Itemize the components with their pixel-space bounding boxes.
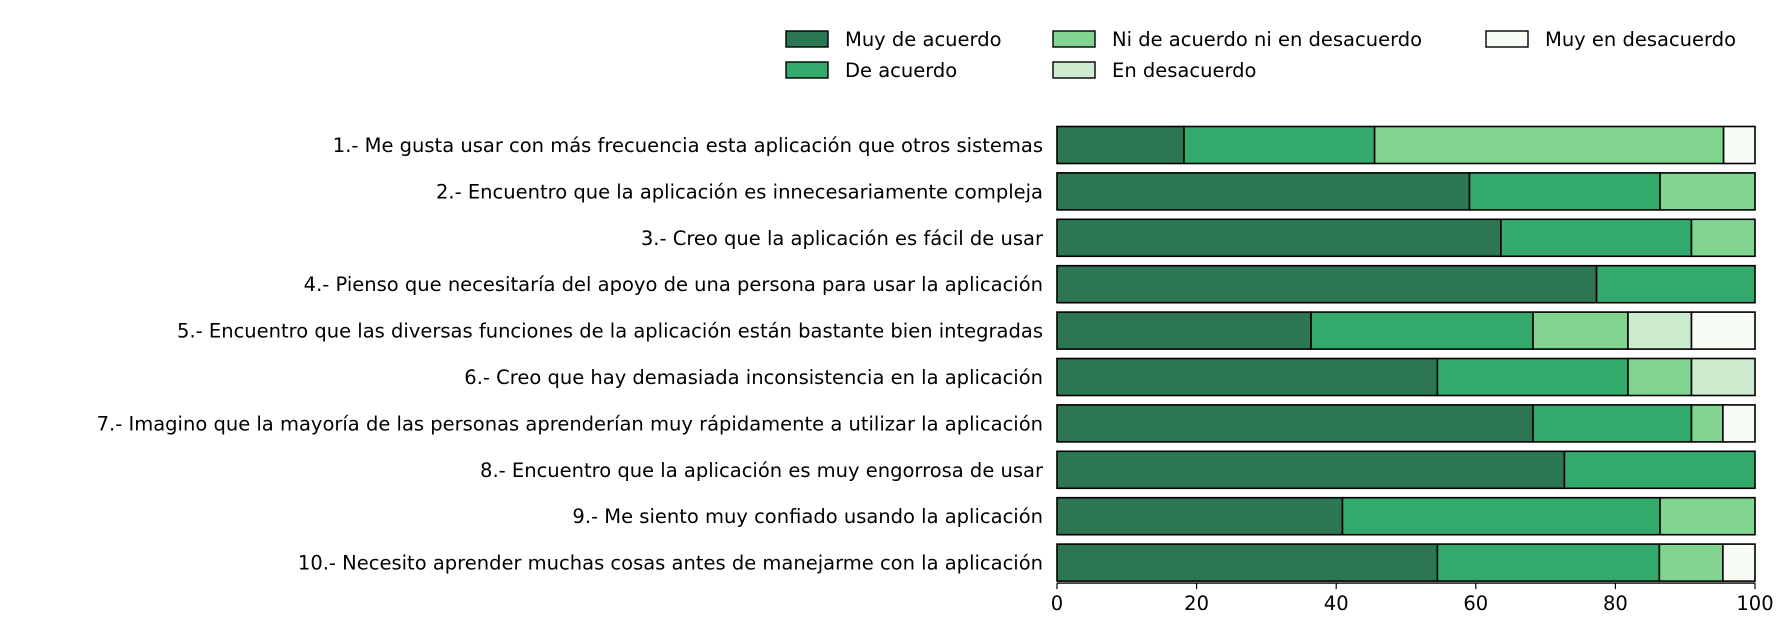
legend: Muy de acuerdo De acuerdo Ni de acuerdo ni… [785,28,1736,82]
bar-q5-series-1 [1056,311,1312,350]
y-tick-label: 6.- Creo que hay demasiada inconsistenci… [464,366,1043,389]
bar-q5-series-5 [1690,311,1756,350]
bar-q6-series-4 [1690,357,1756,397]
bar-q5-series-2 [1310,311,1534,350]
bar-q8-series-1 [1056,450,1566,490]
bar-q7-series-3 [1690,404,1724,443]
bar-q4-series-2 [1595,264,1756,304]
bar-q3-series-2 [1500,218,1693,258]
bar-q5-series-3 [1532,311,1629,350]
x-tick-label: 100 [1736,592,1773,615]
bar-q7-series-2 [1532,404,1693,443]
legend-swatch [1052,30,1096,48]
bar-q3-series-3 [1690,218,1756,258]
legend-swatch [1052,61,1096,79]
y-tick-label: 4.- Pienso que necesitaría del apoyo de … [304,273,1043,296]
bar-q5-series-4 [1627,311,1693,350]
legend-label: Muy de acuerdo [845,28,1002,51]
bar-q2-series-3 [1659,172,1756,211]
bar-q1-series-3 [1373,125,1725,165]
x-tick-label: 20 [1184,592,1209,615]
y-tick-label: 7.- Imagino que la mayoría de las person… [97,412,1043,435]
legend-swatch [1485,30,1529,48]
y-tick-label: 9.- Me siento muy confiado usando la apl… [572,505,1043,528]
bar-q6-series-2 [1436,357,1629,397]
legend-swatch [785,61,829,79]
y-tick-label: 1.- Me gusta usar con más frecuencia est… [333,134,1043,157]
bar-q8-series-2 [1563,450,1756,490]
bar-q7-series-5 [1722,404,1756,443]
x-tick-label: 40 [1324,592,1349,615]
y-tick-labels: 1.- Me gusta usar con más frecuencia est… [97,134,1044,575]
bar-q10-series-5 [1722,543,1756,582]
bar-q9-series-3 [1659,496,1756,536]
y-tick-label: 2.- Encuentro que la aplicación es innec… [436,180,1043,203]
legend-label: Ni de acuerdo ni en desacuerdo [1112,28,1422,51]
bar-q1-series-2 [1183,125,1376,165]
bar-q2-series-2 [1468,172,1661,211]
legend-label: Muy en desacuerdo [1545,28,1736,51]
legend-label: En desacuerdo [1112,59,1256,82]
bar-q10-series-1 [1056,543,1439,582]
bar-q2-series-1 [1056,172,1471,211]
bar-q10-series-2 [1436,543,1661,582]
y-tick-label: 3.- Creo que la aplicación es fácil de u… [641,227,1044,250]
y-tick-label: 10.- Necesito aprender muchas cosas ante… [298,552,1043,575]
x-tick-label: 80 [1603,592,1628,615]
legend-swatch [785,30,829,48]
bar-q9-series-1 [1056,496,1344,536]
x-tick-label: 0 [1051,592,1063,615]
bar-q9-series-2 [1341,496,1661,536]
bar-q10-series-3 [1658,543,1724,582]
bar-q7-series-1 [1056,404,1534,443]
bar-q1-series-5 [1722,125,1756,165]
y-tick-label: 8.- Encuentro que la aplicación es muy e… [480,459,1044,482]
bar-q4-series-1 [1056,264,1598,304]
bar-q6-series-1 [1056,357,1439,397]
bar-q3-series-1 [1056,218,1502,258]
bars [1056,125,1756,582]
y-tick-label: 5.- Encuentro que las diversas funciones… [177,320,1043,343]
x-axis: 0 20 40 60 80 100 [1051,582,1774,615]
bar-q1-series-1 [1056,125,1185,165]
x-tick-label: 60 [1463,592,1488,615]
bar-q6-series-3 [1627,357,1693,397]
legend-label: De acuerdo [845,59,957,82]
